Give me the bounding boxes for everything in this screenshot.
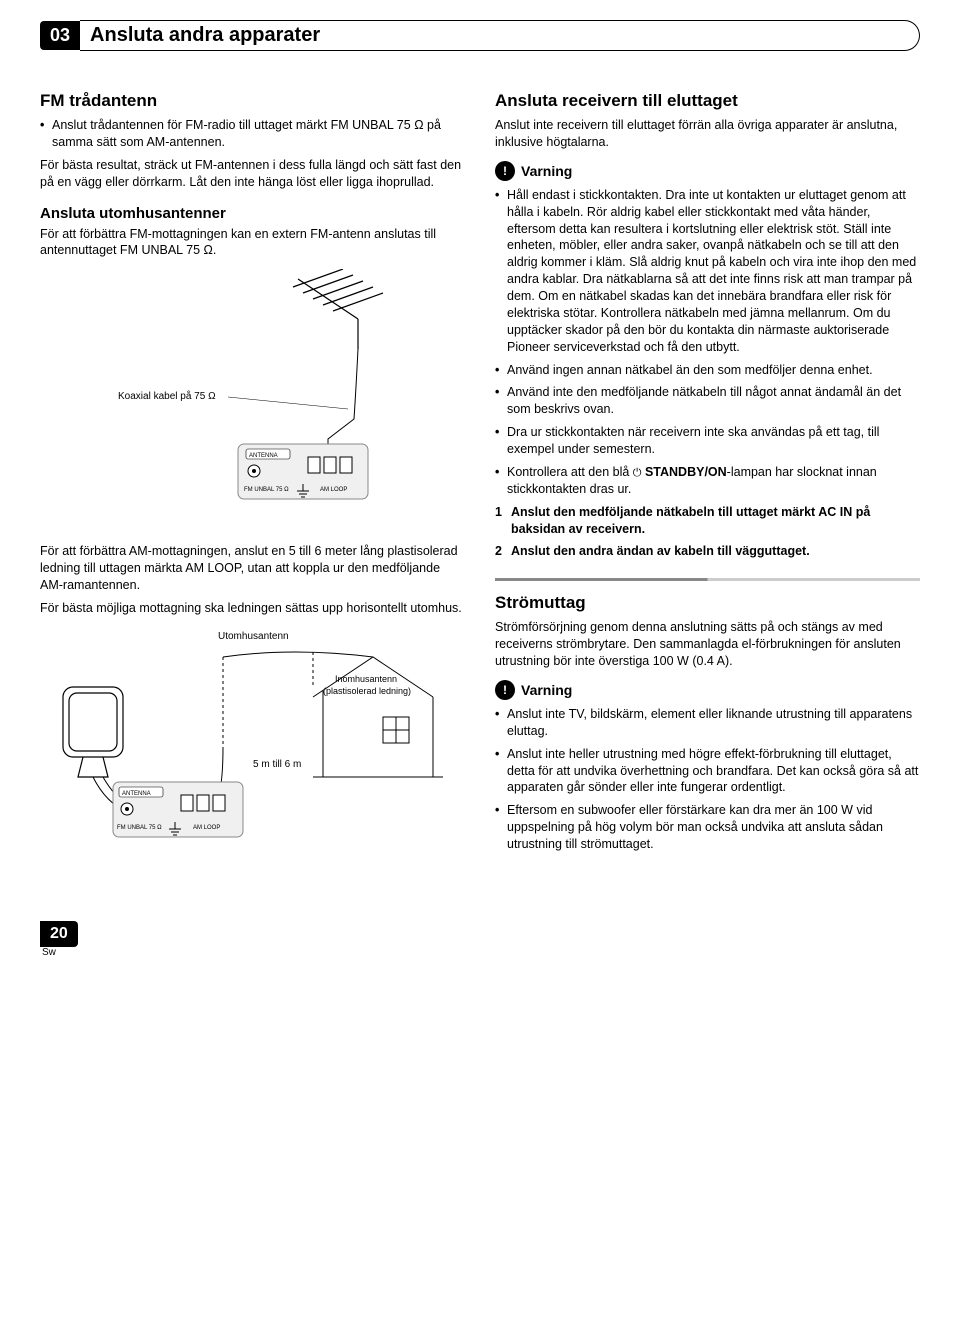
diagram-am-antenna: Utomhusantenn bbox=[40, 627, 465, 847]
power-warning-bullet-1: Anslut inte TV, bildskärm, element eller… bbox=[495, 706, 920, 740]
warning-label: Varning bbox=[521, 163, 572, 179]
power-warning-bullet-2: Anslut inte heller utrustning med högre … bbox=[495, 746, 920, 797]
warning-bullet-1: Håll endast i stickkontakten. Dra inte u… bbox=[495, 187, 920, 356]
label-am-loop-2: AM LOOP bbox=[193, 825, 220, 831]
am-paragraph-1: För att förbättra AM-mottagningen, anslu… bbox=[40, 543, 465, 594]
heading-outdoor-antenna: Ansluta utomhusantenner bbox=[40, 205, 465, 222]
am-paragraph-2: För bästa möjliga mottagning ska ledning… bbox=[40, 600, 465, 617]
footer-page-number: 20 bbox=[40, 921, 78, 947]
heading-receiver-outlet: Ansluta receivern till eluttaget bbox=[495, 91, 920, 111]
label-fm-unbal: FM UNBAL 75 Ω bbox=[244, 487, 289, 493]
label-indoor-antenna: Inomhusantenn bbox=[335, 674, 397, 684]
warning-bullet-4: Dra ur stickkontakten när receivern inte… bbox=[495, 424, 920, 458]
label-indoor-antenna-2: (plastisolerad ledning) bbox=[323, 686, 411, 696]
left-column: FM trådantenn Anslut trådantennen för FM… bbox=[40, 91, 465, 861]
heading-fm-antenna: FM trådantenn bbox=[40, 91, 465, 111]
label-am-loop: AM LOOP bbox=[320, 487, 347, 493]
footer-language: Sw bbox=[42, 947, 920, 958]
fm-paragraph: För bästa resultat, sträck ut FM-antenne… bbox=[40, 157, 465, 191]
power-warning-bullet-3: Eftersom en subwoofer eller förstärkare … bbox=[495, 802, 920, 853]
page-title: Ansluta andra apparater bbox=[80, 20, 920, 51]
page-number-tab: 03 bbox=[40, 21, 80, 50]
step-1: 1 Anslut den medföljande nätkabeln till … bbox=[495, 504, 920, 538]
label-wire-length: 5 m till 6 m bbox=[253, 759, 301, 770]
warning-bullet-5: Kontrollera att den blå ⏻ STANDBY/ON-lam… bbox=[495, 464, 920, 498]
label-coax: Koaxial kabel på 75 Ω bbox=[118, 390, 216, 402]
label-antenna-box: ANTENNA bbox=[249, 453, 278, 459]
step-2: 2 Anslut den andra ändan av kabeln till … bbox=[495, 543, 920, 560]
fm-bullet: Anslut trådantennen för FM-radio till ut… bbox=[40, 117, 465, 151]
warning-bullet-3: Använd inte den medföljande nätkabeln ti… bbox=[495, 384, 920, 418]
label-fm-unbal-2: FM UNBAL 75 Ω bbox=[117, 825, 162, 831]
diagram-fm-antenna: Koaxial kabel på 75 Ω ANTENNA FM UNBAL 7… bbox=[40, 269, 465, 529]
label-antenna-box-2: ANTENNA bbox=[122, 791, 151, 797]
warning-icon: ! bbox=[495, 161, 515, 181]
heading-power-outlet: Strömuttag bbox=[495, 593, 920, 613]
warning-icon: ! bbox=[495, 680, 515, 700]
warning-badge-2: ! Varning bbox=[495, 680, 920, 700]
power-paragraph: Strömförsörjning genom denna anslutning … bbox=[495, 619, 920, 670]
page-header: 03 Ansluta andra apparater bbox=[40, 20, 920, 51]
right-column: Ansluta receivern till eluttaget Anslut … bbox=[495, 91, 920, 861]
section-divider bbox=[495, 578, 920, 581]
warning-label: Varning bbox=[521, 682, 572, 698]
receiver-paragraph: Anslut inte receivern till eluttaget för… bbox=[495, 117, 920, 151]
warning-badge-1: ! Varning bbox=[495, 161, 920, 181]
page-footer: 20 Sw bbox=[40, 921, 920, 958]
outdoor-paragraph: För att förbättra FM-mottagningen kan en… bbox=[40, 226, 465, 260]
warning-bullet-2: Använd ingen annan nätkabel än den som m… bbox=[495, 362, 920, 379]
label-outdoor-antenna: Utomhusantenn bbox=[218, 631, 289, 642]
